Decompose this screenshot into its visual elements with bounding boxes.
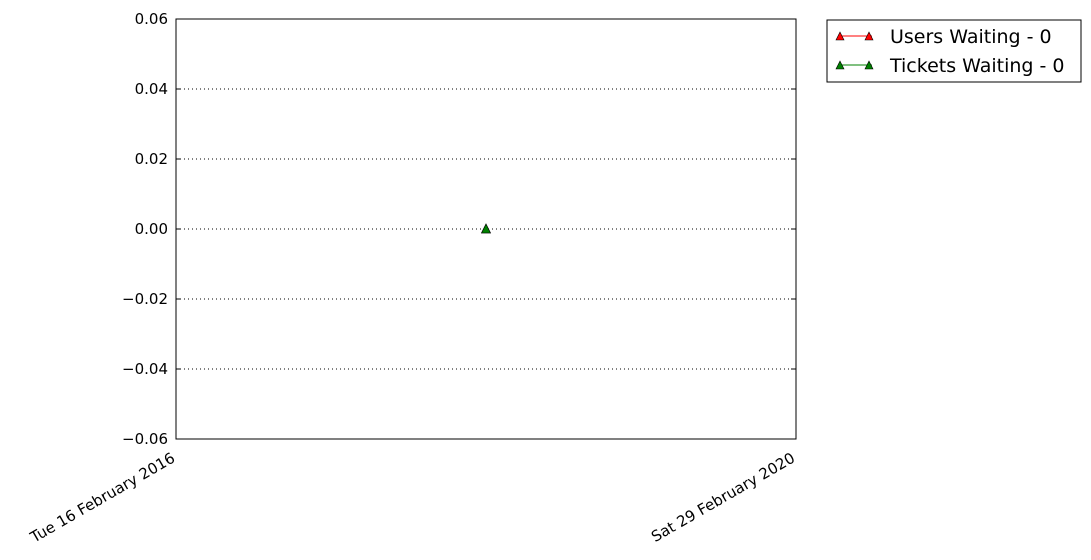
y-tick-label: −0.02	[122, 290, 168, 308]
y-tick-label: −0.04	[122, 360, 168, 378]
legend-label-users: Users Waiting - 0	[890, 26, 1052, 48]
legend-box	[826, 19, 1082, 83]
y-tick-label: 0.04	[135, 80, 168, 98]
legend-marker-users-right	[864, 31, 874, 41]
x-axis: Tue 16 February 2016 Sat 29 February 2020	[26, 19, 798, 547]
legend-label-tickets: Tickets Waiting - 0	[889, 55, 1065, 77]
y-axis: 0.06 0.04 0.02 0.00 −0.02 −0.04 −0.06	[122, 10, 796, 448]
x-tick-label: Tue 16 February 2016	[26, 449, 178, 547]
y-tick-label: −0.06	[122, 430, 168, 448]
plot-frame	[175, 18, 797, 440]
y-tick-label: 0.00	[135, 220, 168, 238]
data-point-series-1	[481, 223, 491, 234]
y-tick-label: 0.06	[135, 10, 168, 28]
series-layer	[481, 223, 491, 234]
y-tick-label: 0.02	[135, 150, 168, 168]
legend-marker-users-left	[835, 31, 845, 41]
x-tick-label: Sat 29 February 2020	[648, 449, 798, 546]
legend: Users Waiting - 0 Tickets Waiting - 0	[826, 19, 1082, 83]
legend-marker-tickets-left	[835, 60, 845, 70]
legend-marker-tickets-right	[864, 60, 874, 70]
